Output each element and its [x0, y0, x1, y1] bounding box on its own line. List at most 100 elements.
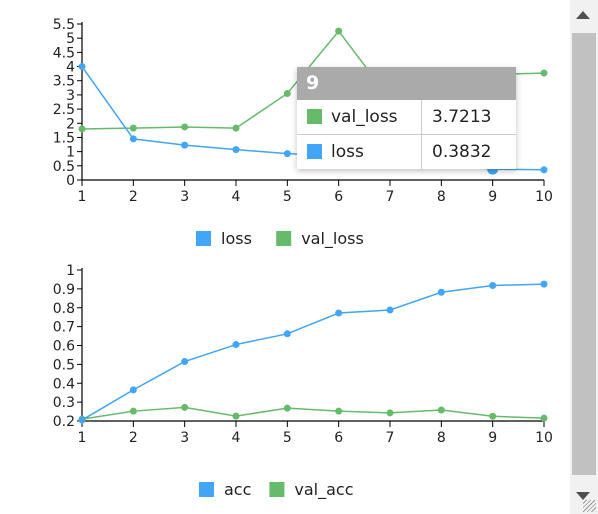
val_acc-point	[129, 407, 137, 415]
y-tick-label: 2	[66, 116, 75, 132]
val_acc-point	[489, 412, 497, 420]
scroll-up-arrow-icon[interactable]	[576, 11, 590, 19]
x-tick-label: 8	[437, 189, 446, 205]
resize-grip-icon[interactable]	[583, 500, 596, 512]
val_acc-point	[386, 409, 394, 417]
val_loss-point	[232, 124, 240, 132]
x-tick-label: 9	[488, 189, 497, 205]
val_acc-point	[540, 414, 548, 422]
y-tick-label: 0.9	[53, 282, 75, 298]
x-tick-label: 1	[78, 189, 87, 205]
acc-point	[232, 341, 240, 349]
loss-legend-label: loss	[221, 229, 252, 248]
acc-point	[489, 281, 497, 289]
tooltip-series-name: val_loss	[331, 107, 398, 127]
val_loss-point	[335, 27, 343, 35]
val_acc-point	[283, 404, 291, 412]
acc-series-line	[81, 283, 545, 421]
y-tick-label: 0.4	[53, 376, 75, 392]
acc-point	[181, 358, 189, 366]
val_loss-legend-label: val_loss	[301, 229, 364, 249]
tooltip: 9 val_loss 3.7213 loss 0.3832	[297, 67, 516, 169]
tooltip-title: 9	[297, 67, 516, 100]
y-tick-label: 1.5	[53, 130, 75, 146]
loss-point	[78, 63, 86, 71]
acc-point	[437, 288, 445, 296]
val_acc-point	[437, 406, 445, 414]
val_loss-point	[181, 123, 189, 131]
tooltip-series-cell: val_loss	[297, 100, 422, 135]
x-tick-label: 4	[232, 430, 241, 446]
loss-point	[283, 150, 291, 158]
x-tick-label: 5	[283, 189, 292, 205]
val_acc-legend-label: val_acc	[294, 480, 353, 500]
val_acc-point	[181, 403, 189, 411]
x-tick-label: 1	[78, 430, 87, 446]
x-tick-label: 6	[334, 189, 343, 205]
acc-legend-swatch	[199, 482, 214, 497]
acc-chart: 0.2 0.3 0.4 0.5 0.6 0.7 0.8 0.9 1 1 2 3 4 5 6 7 8 9 10 acc v…	[53, 263, 553, 500]
val_loss-point	[129, 124, 137, 132]
val_loss-point	[540, 69, 548, 77]
loss-point	[232, 146, 240, 154]
tooltip-row: loss 0.3832	[297, 134, 516, 169]
acc-point	[129, 386, 137, 394]
x-tick-label: 5	[283, 430, 292, 446]
y-tick-label: 0.2	[53, 414, 75, 430]
acc-point	[386, 306, 394, 314]
loss-legend-swatch	[196, 231, 211, 246]
acc-legend-label: acc	[224, 480, 251, 499]
val_acc-point	[335, 407, 343, 415]
tooltip-series-name: loss	[331, 142, 364, 162]
vertical-scrollbar[interactable]	[570, 0, 598, 514]
y-tick-label: 0.5	[53, 357, 75, 373]
loss-swatch	[307, 144, 322, 159]
x-tick-label: 2	[129, 189, 138, 205]
x-tick-label: 9	[488, 430, 497, 446]
tooltip-value: 0.3832	[432, 142, 492, 162]
acc-point	[78, 416, 86, 424]
y-tick-label: 1	[66, 263, 75, 279]
acc-point	[283, 330, 291, 338]
y-tick-label: 5	[66, 31, 75, 47]
val_acc-series-line	[81, 406, 545, 420]
y-tick-label: 3.5	[53, 74, 75, 90]
y-tick-label: 0	[66, 173, 75, 189]
y-tick-label: 0.6	[53, 339, 75, 355]
x-tick-label: 8	[437, 430, 446, 446]
loss-point	[129, 135, 137, 143]
x-tick-label: 7	[386, 189, 395, 205]
val-loss-swatch	[307, 109, 322, 124]
loss-point	[540, 166, 548, 174]
tooltip-table: val_loss 3.7213 loss 0.3832	[297, 100, 516, 169]
y-tick-label: 0.5	[53, 159, 75, 175]
val_acc-point	[232, 412, 240, 420]
x-tick-label: 2	[129, 430, 138, 446]
val_loss-point	[283, 89, 291, 97]
scroll-thumb[interactable]	[572, 33, 596, 475]
y-tick-label: 0.8	[53, 301, 75, 317]
val_loss-legend-swatch	[276, 231, 292, 246]
val_acc-legend-swatch	[269, 482, 285, 497]
tooltip-value: 3.7213	[421, 100, 516, 135]
x-tick-label: 10	[535, 430, 553, 446]
acc-point	[335, 309, 343, 317]
loss-point	[181, 141, 189, 149]
y-tick-label: 1	[66, 145, 75, 161]
x-tick-label: 4	[232, 189, 241, 205]
y-tick-label: 0.3	[53, 395, 75, 411]
y-tick-label: 3	[66, 88, 75, 104]
scroll-down-arrow-icon[interactable]	[576, 492, 590, 500]
x-tick-label: 6	[334, 430, 343, 446]
charts-area: 0 0.5 1 1.5 2 2.5 3 3.5 4 4.5 5 5.5 1 2 3 4 5 6 7 8 9 10 loss v…	[53, 17, 553, 500]
y-tick-label: 0.7	[53, 320, 75, 336]
val_loss-point	[78, 125, 86, 133]
x-tick-label: 3	[180, 430, 189, 446]
y-tick-label: 2.5	[53, 102, 75, 118]
y-tick-label: 4	[66, 60, 75, 76]
y-tick-label: 5.5	[53, 17, 75, 33]
x-tick-label: 10	[535, 189, 553, 205]
y-tick-label: 4.5	[53, 45, 75, 61]
acc-point	[540, 280, 548, 288]
tooltip-series-cell: loss	[297, 134, 422, 169]
